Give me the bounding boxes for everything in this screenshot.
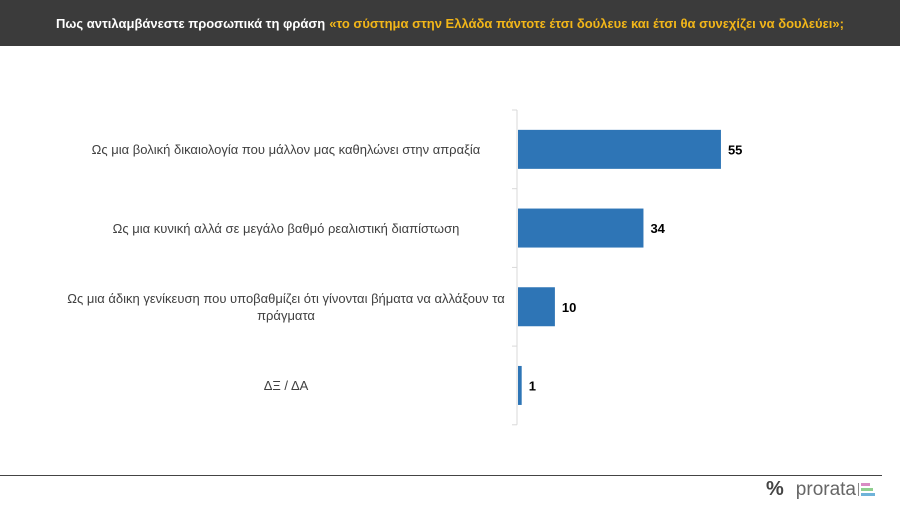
- data-label: 34: [650, 221, 665, 236]
- bar: [518, 287, 555, 327]
- data-label: 1: [529, 378, 536, 393]
- data-label: 55: [728, 142, 742, 157]
- category-label: Ως μια κυνική αλλά σε μεγάλο βαθμό ρεαλι…: [112, 220, 460, 236]
- data-label: 10: [562, 300, 576, 315]
- footer-divider: [0, 475, 882, 476]
- quote-text: «το σύστημα στην Ελλάδα πάντοτε έτσι δού…: [329, 15, 844, 31]
- logo-bars-icon: [858, 483, 875, 496]
- bar: [518, 129, 721, 169]
- header: Πως αντιλαμβάνεστε προσωπικά τη φράση «το…: [0, 0, 900, 46]
- bar: [518, 365, 522, 405]
- question-text: Πως αντιλαμβάνεστε προσωπικά τη φράση: [56, 15, 326, 31]
- category-label: Ως μια άδικη γενίκευση που υποβαθμίζει ό…: [67, 290, 505, 323]
- prorata-logo: % prorata: [766, 478, 875, 501]
- category-label: ΔΞ / ΔΑ: [263, 377, 309, 393]
- logo-text: prorata: [795, 478, 856, 500]
- bar: [518, 208, 644, 248]
- percent-logo-icon: %: [766, 478, 784, 500]
- category-label: Ως μια βολική δικαιολογία που μάλλον μας…: [91, 141, 481, 157]
